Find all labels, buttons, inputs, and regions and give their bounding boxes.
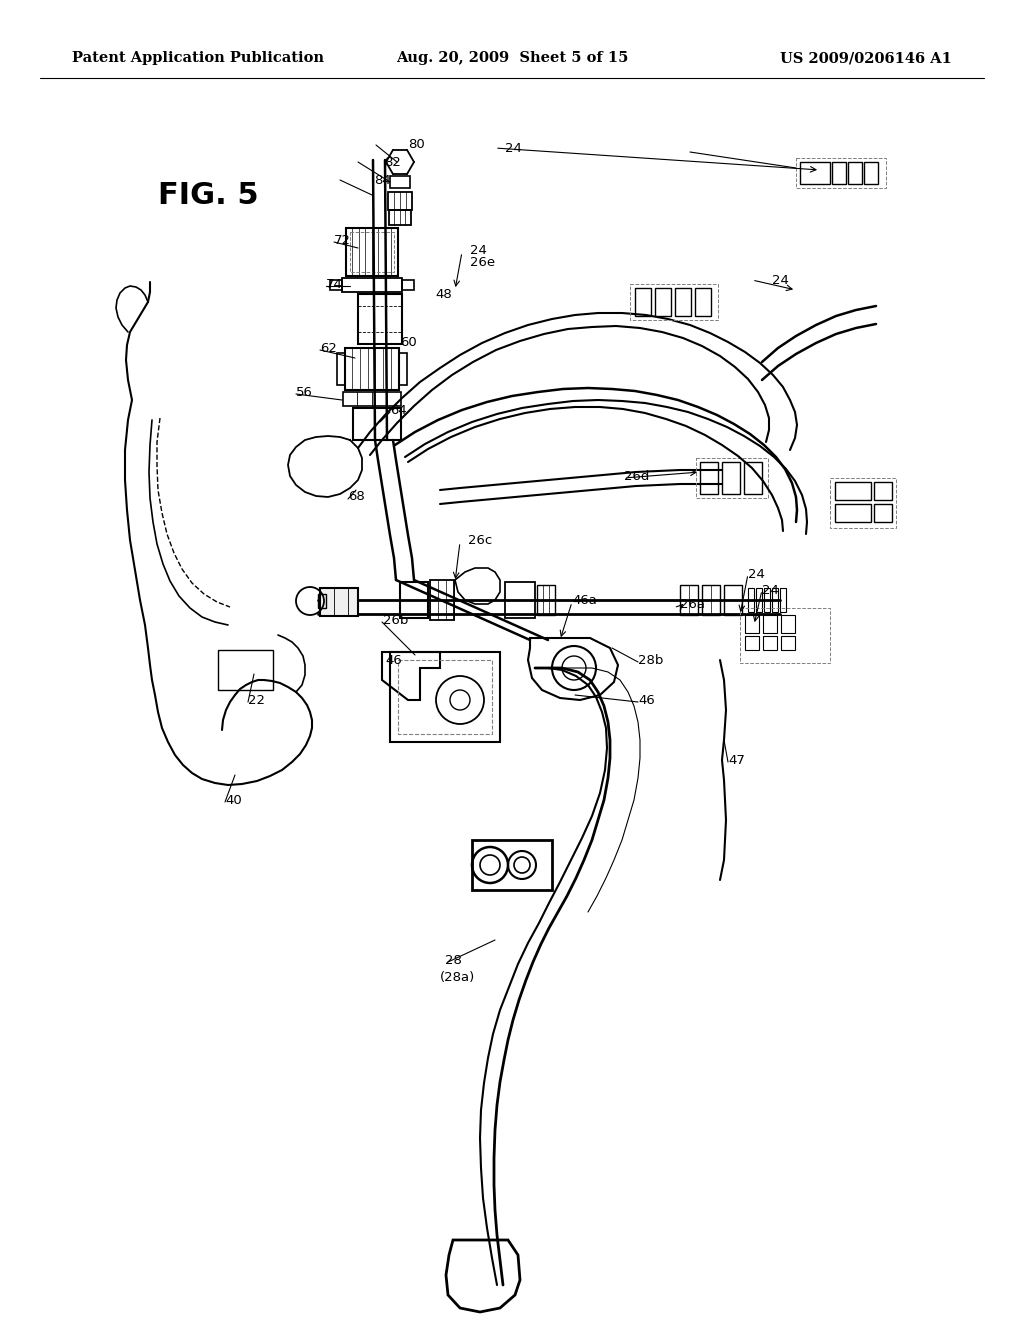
Bar (781, 615, 795, 634)
Bar (748, 587, 754, 612)
Bar (343, 392, 401, 407)
Text: 28: 28 (445, 953, 462, 966)
Bar (831, 162, 846, 183)
Bar (781, 636, 795, 649)
Bar (745, 615, 759, 634)
Bar (835, 504, 871, 521)
Bar (874, 504, 892, 521)
Text: 24: 24 (762, 583, 779, 597)
Text: 26e: 26e (470, 256, 496, 268)
Bar (635, 288, 651, 315)
Bar (430, 579, 454, 620)
Bar (505, 582, 535, 618)
Bar (398, 660, 492, 734)
Text: 56: 56 (296, 385, 313, 399)
Bar (330, 280, 342, 290)
Bar (537, 585, 555, 615)
Text: 26b: 26b (383, 614, 409, 627)
Bar (835, 482, 871, 500)
Bar (864, 162, 878, 183)
Text: 26a: 26a (680, 598, 705, 611)
Bar (390, 176, 410, 187)
Bar (763, 615, 777, 634)
Bar (399, 352, 407, 385)
Text: 72: 72 (334, 234, 351, 247)
Bar (722, 462, 740, 494)
Text: FIG. 5: FIG. 5 (158, 181, 259, 210)
Text: 26d: 26d (624, 470, 649, 483)
Text: Patent Application Publication: Patent Application Publication (72, 51, 324, 65)
Bar (675, 288, 691, 315)
Bar (353, 408, 401, 440)
Text: 22: 22 (248, 693, 265, 706)
Bar (655, 288, 671, 315)
Bar (848, 162, 862, 183)
Bar (346, 228, 398, 276)
Text: 80: 80 (408, 139, 425, 152)
Text: 46: 46 (638, 693, 654, 706)
Text: 24: 24 (470, 243, 486, 256)
Bar (358, 294, 402, 345)
Text: (28a): (28a) (440, 972, 475, 985)
Bar (218, 649, 273, 690)
Bar (389, 210, 411, 224)
Text: 46a: 46a (572, 594, 597, 606)
Bar (764, 587, 770, 612)
Text: 74: 74 (326, 277, 343, 290)
Bar (390, 652, 500, 742)
Bar (796, 158, 886, 187)
Text: 40: 40 (225, 793, 242, 807)
Bar (680, 585, 698, 615)
Text: 60: 60 (400, 337, 417, 350)
Bar (400, 582, 428, 618)
Text: 46: 46 (385, 653, 401, 667)
Bar (780, 587, 786, 612)
Text: 26c: 26c (468, 533, 493, 546)
Bar (318, 594, 326, 609)
Bar (745, 636, 759, 649)
Bar (695, 288, 711, 315)
Text: 24: 24 (748, 568, 765, 581)
Text: 47: 47 (728, 754, 744, 767)
Bar (763, 636, 777, 649)
Bar (830, 478, 896, 528)
Text: 28b: 28b (638, 653, 664, 667)
Bar (702, 585, 720, 615)
Bar (772, 587, 778, 612)
Text: 82: 82 (384, 156, 400, 169)
Bar (472, 840, 552, 890)
Bar (319, 587, 358, 616)
Text: 48: 48 (435, 289, 452, 301)
Text: 24: 24 (772, 273, 788, 286)
Bar (756, 587, 762, 612)
Text: 62: 62 (319, 342, 337, 355)
Bar (874, 482, 892, 500)
Bar (342, 279, 402, 292)
Bar (696, 458, 768, 498)
Bar (740, 609, 830, 663)
Text: 24: 24 (505, 141, 522, 154)
Bar (630, 284, 718, 319)
Bar (800, 162, 830, 183)
Text: 84: 84 (374, 173, 391, 186)
Text: 68: 68 (348, 491, 365, 503)
Bar (350, 232, 394, 272)
Text: US 2009/0206146 A1: US 2009/0206146 A1 (780, 51, 952, 65)
Bar (345, 348, 399, 389)
Bar (337, 352, 345, 385)
Bar (724, 585, 742, 615)
Text: Aug. 20, 2009  Sheet 5 of 15: Aug. 20, 2009 Sheet 5 of 15 (396, 51, 628, 65)
Bar (402, 280, 414, 290)
Bar (388, 191, 412, 210)
Text: 64: 64 (390, 404, 407, 417)
Bar (700, 462, 718, 494)
Bar (744, 462, 762, 494)
